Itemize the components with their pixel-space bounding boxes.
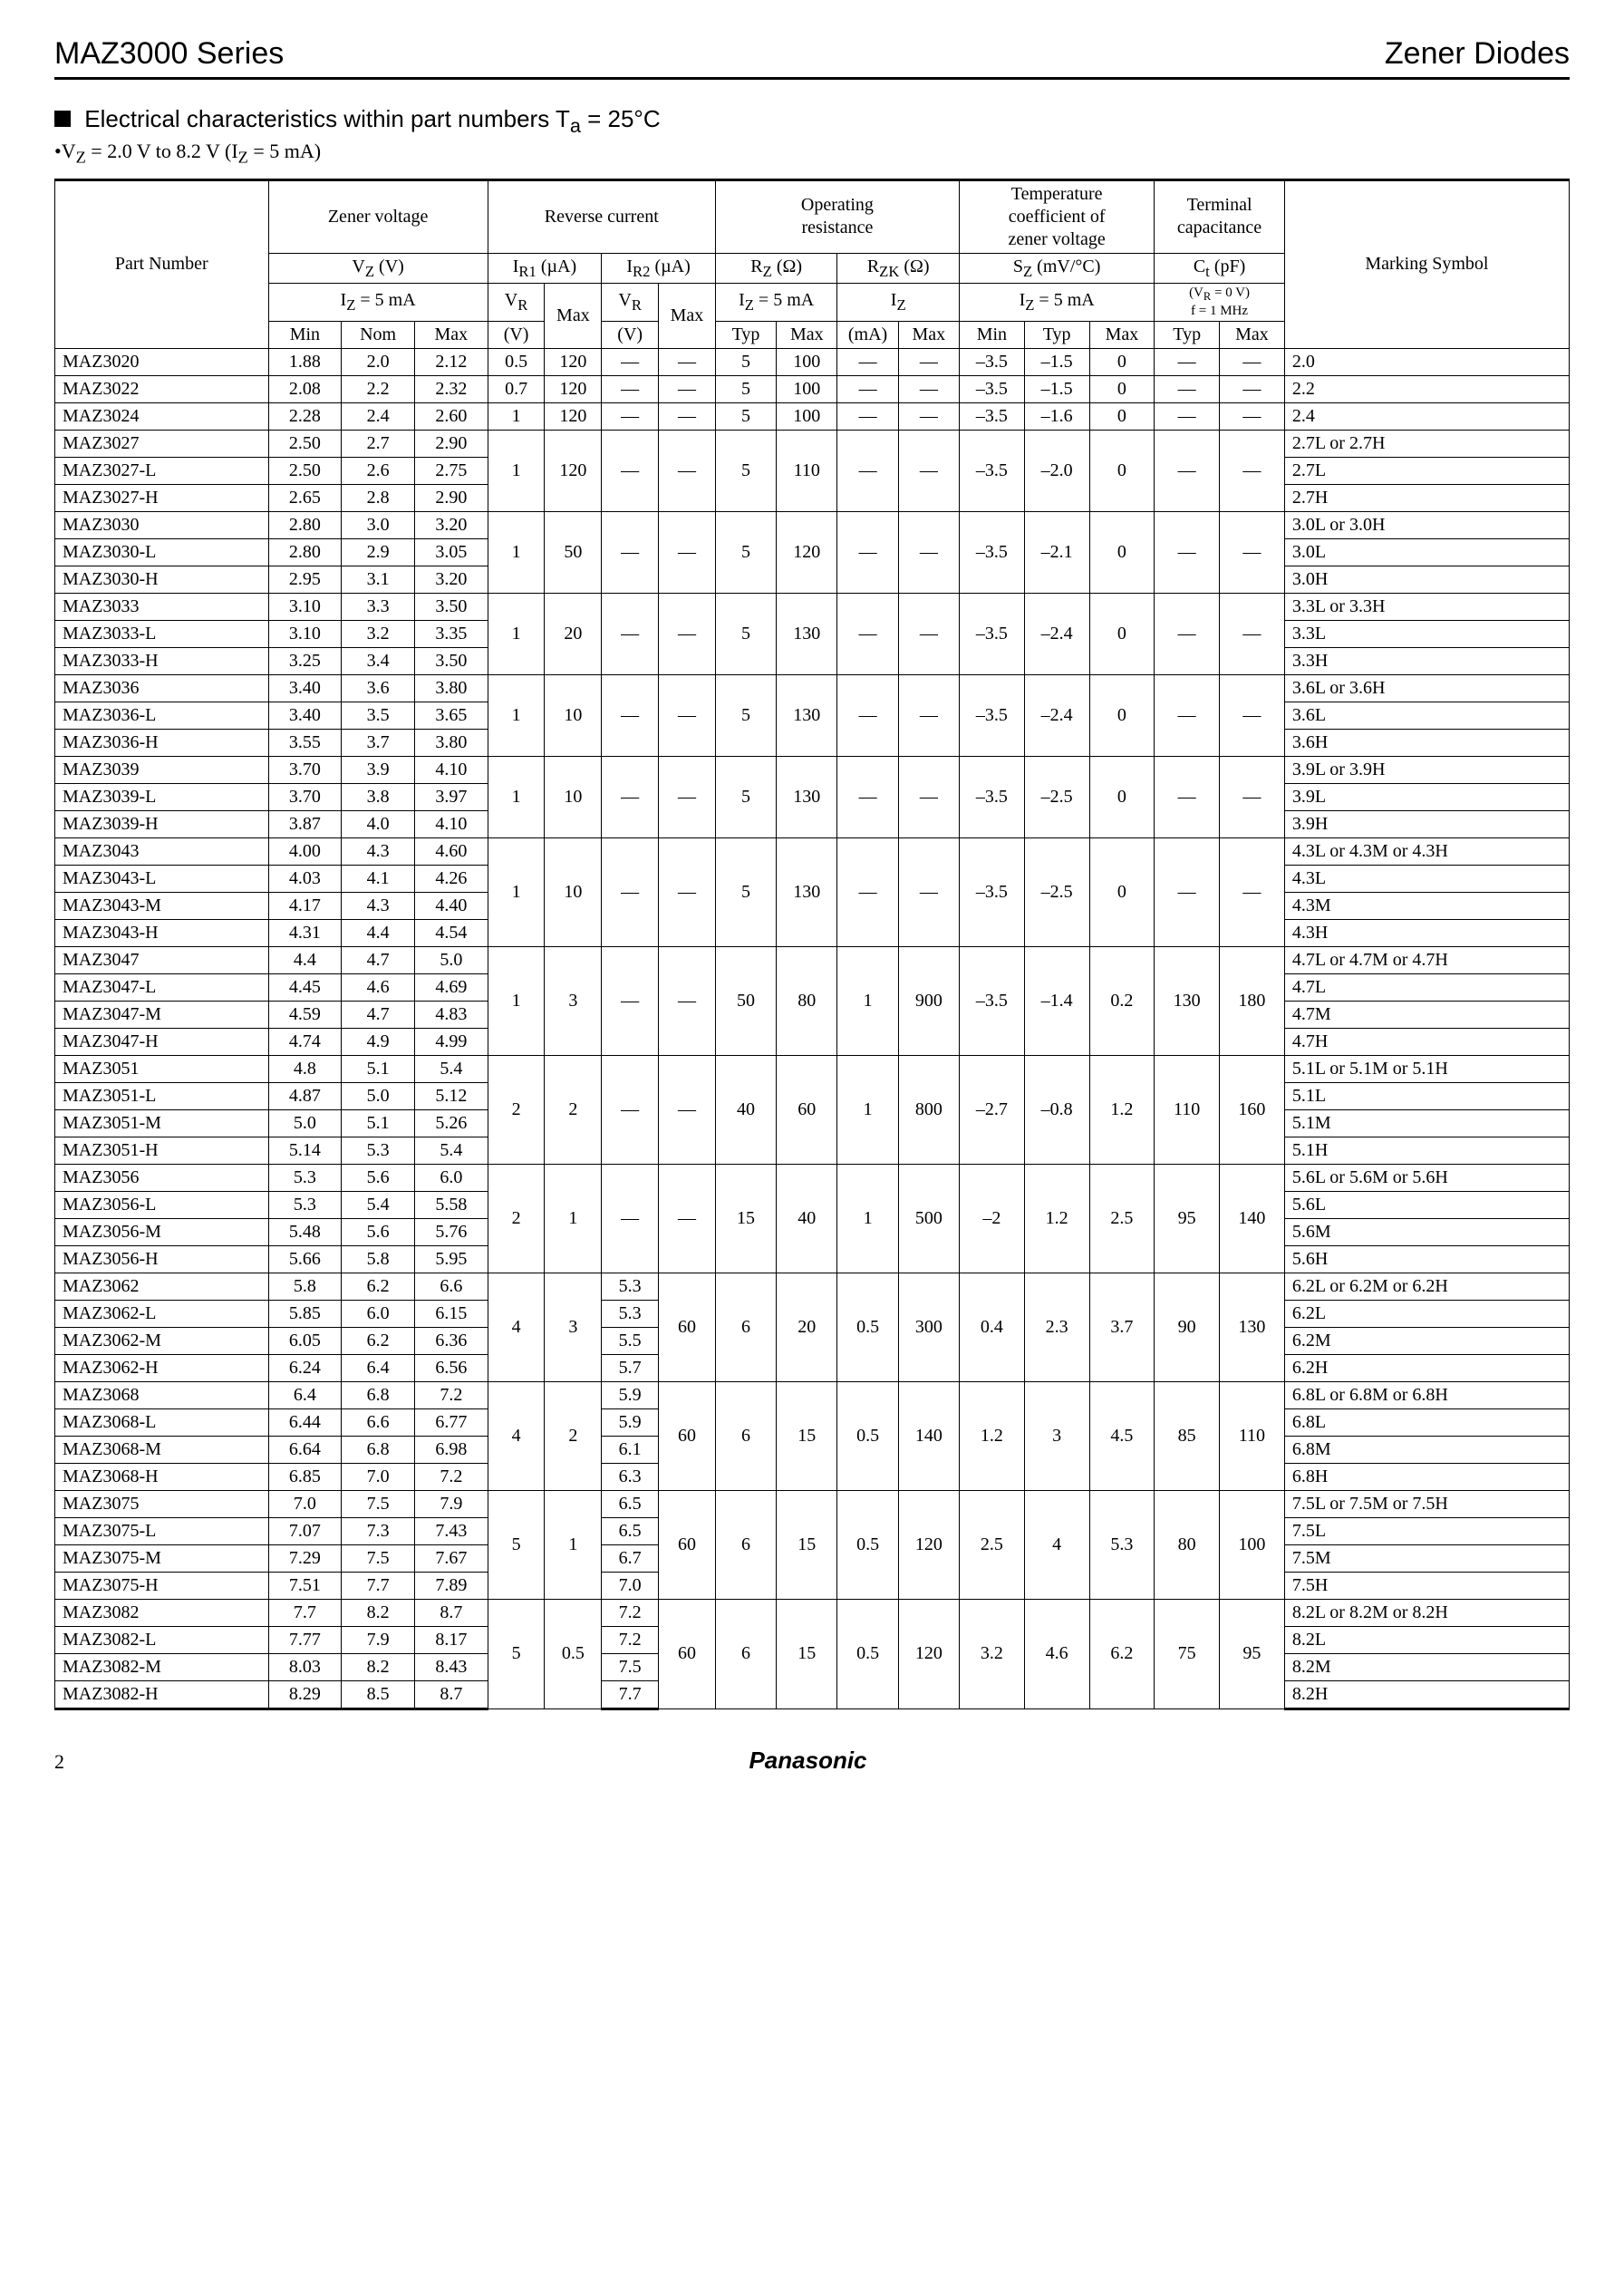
th-vr-b: VR (602, 284, 659, 321)
th-max-c: Max (414, 321, 488, 348)
th-marking-symbol: Marking Symbol (1284, 179, 1569, 348)
th-zener-voltage: Zener voltage (268, 179, 488, 253)
table-row: MAZ30686.46.87.2425.9606150.51401.234.58… (55, 1381, 1570, 1408)
page-header: MAZ3000 Series Zener Diodes (54, 36, 1570, 80)
th-iz5-c: IZ = 5 mA (959, 284, 1154, 321)
th-min: Min (268, 321, 342, 348)
table-row: MAZ30242.282.42.601120——5100——–3.5–1.60—… (55, 402, 1570, 430)
square-bullet-icon (54, 111, 71, 127)
th-max-g: Max (1220, 321, 1285, 348)
table-row: MAZ30363.403.63.80110——5130——–3.5–2.40——… (55, 674, 1570, 702)
th-v-a: (V) (488, 321, 545, 348)
table-head: Part Number Zener voltage Reverse curren… (55, 179, 1570, 348)
th-vz: VZ (V) (268, 253, 488, 284)
th-ct: Ct (pF) (1155, 253, 1285, 284)
condition-line: •VZ = 2.0 V to 8.2 V (IZ = 5 mA) (54, 140, 1570, 167)
table-row: MAZ30514.85.15.422——40601800–2.7–0.81.21… (55, 1055, 1570, 1082)
th-max-f: Max (1089, 321, 1155, 348)
th-sz: SZ (mV/°C) (959, 253, 1154, 284)
th-max-b: Max (659, 284, 716, 348)
table-row: MAZ30757.07.57.9516.5606150.51202.545.38… (55, 1490, 1570, 1517)
table-row: MAZ30474.44.75.013——50801900–3.5–1.40.21… (55, 946, 1570, 973)
th-ir1: IR1 (µA) (488, 253, 602, 284)
th-ct-cond: (VR = 0 V)f = 1 MHz (1155, 284, 1285, 321)
th-ma: (mA) (837, 321, 898, 348)
th-ir2: IR2 (µA) (602, 253, 716, 284)
table-row: MAZ30625.86.26.6435.3606200.53000.42.33.… (55, 1273, 1570, 1300)
th-vr-a: VR (488, 284, 545, 321)
th-temp-coef: Temperature coefficient of zener voltage (959, 179, 1154, 253)
table-row: MAZ30302.803.03.20150——5120——–3.5–2.10——… (55, 511, 1570, 538)
th-operating-resistance: Operating resistance (715, 179, 959, 253)
th-v-b: (V) (602, 321, 659, 348)
th-typ-b: Typ (1024, 321, 1089, 348)
characteristics-table: Part Number Zener voltage Reverse curren… (54, 179, 1570, 1710)
th-typ-c: Typ (1155, 321, 1220, 348)
table-row: MAZ30222.082.22.320.7120——5100——–3.5–1.5… (55, 375, 1570, 402)
th-max-a: Max (545, 284, 602, 348)
table-row: MAZ30434.004.34.60110——5130——–3.5–2.50——… (55, 837, 1570, 865)
series-title: MAZ3000 Series (54, 36, 284, 72)
th-rzk: RZK (Ω) (837, 253, 960, 284)
category-title: Zener Diodes (1385, 36, 1570, 72)
th-max-d: Max (777, 321, 837, 348)
th-rz: RZ (Ω) (715, 253, 837, 284)
th-iz5-a: IZ = 5 mA (268, 284, 488, 321)
page-number: 2 (54, 1750, 64, 1774)
th-reverse-current: Reverse current (488, 179, 715, 253)
th-nom: Nom (342, 321, 415, 348)
table-row: MAZ30827.78.28.750.57.2606150.51203.24.6… (55, 1599, 1570, 1626)
brand-logo: Panasonic (749, 1747, 866, 1775)
th-typ-a: Typ (715, 321, 776, 348)
th-terminal-cap: Terminal capacitance (1155, 179, 1285, 253)
th-part-number: Part Number (55, 179, 269, 348)
th-iz-lbl: IZ (837, 284, 960, 321)
table-body: MAZ30201.882.02.120.5120——5100——–3.5–1.5… (55, 348, 1570, 1708)
table-row: MAZ30272.502.72.901120——5110——–3.5–2.00—… (55, 430, 1570, 457)
table-row: MAZ30565.35.66.021——15401500–21.22.59514… (55, 1164, 1570, 1191)
page-footer: 2 Panasonic (54, 1747, 1570, 1775)
table-row: MAZ30393.703.94.10110——5130——–3.5–2.50——… (55, 756, 1570, 783)
table-row: MAZ30333.103.33.50120——5130——–3.5–2.40——… (55, 593, 1570, 620)
table-row: MAZ30201.882.02.120.5120——5100——–3.5–1.5… (55, 348, 1570, 375)
th-max-e: Max (898, 321, 959, 348)
th-iz5-b: IZ = 5 mA (715, 284, 837, 321)
th-min-b: Min (959, 321, 1024, 348)
section-title: Electrical characteristics within part n… (54, 105, 1570, 138)
